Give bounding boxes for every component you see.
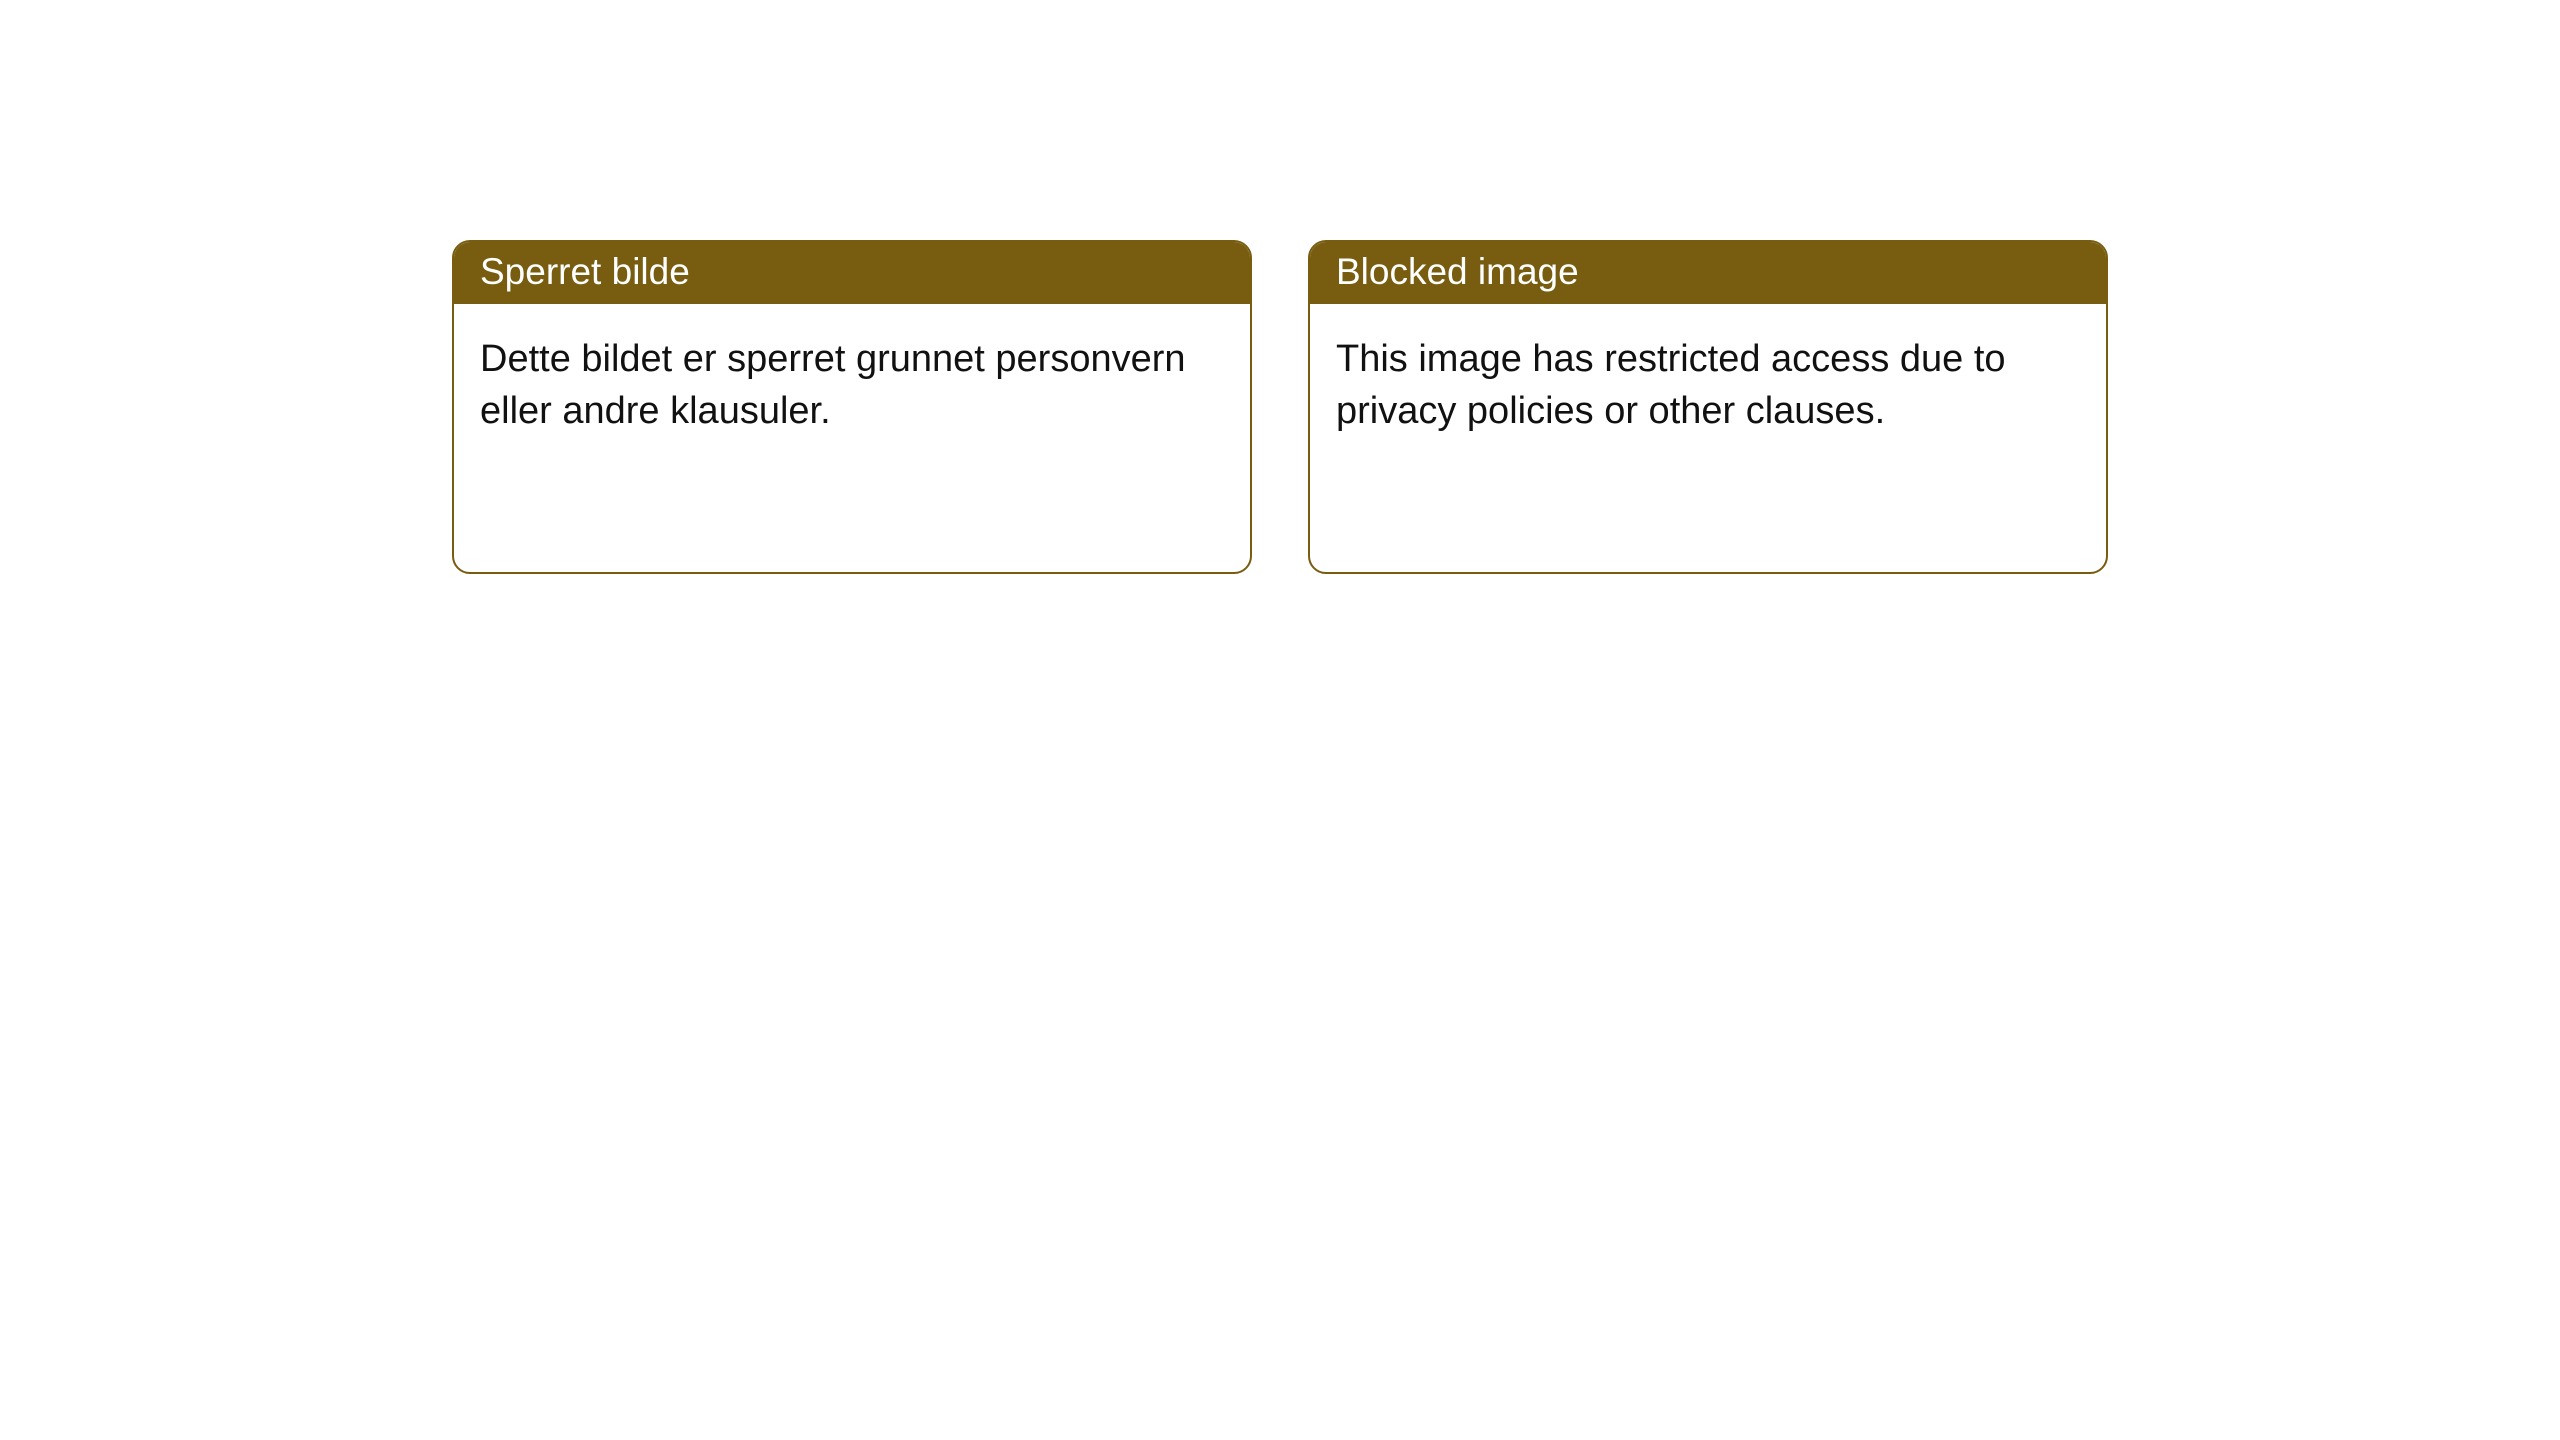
- notice-container: Sperret bilde Dette bildet er sperret gr…: [452, 240, 2108, 574]
- notice-card-norwegian: Sperret bilde Dette bildet er sperret gr…: [452, 240, 1252, 574]
- notice-body-norwegian: Dette bildet er sperret grunnet personve…: [454, 304, 1250, 467]
- notice-title-english: Blocked image: [1310, 242, 2106, 304]
- notice-title-norwegian: Sperret bilde: [454, 242, 1250, 304]
- notice-card-english: Blocked image This image has restricted …: [1308, 240, 2108, 574]
- notice-body-english: This image has restricted access due to …: [1310, 304, 2106, 467]
